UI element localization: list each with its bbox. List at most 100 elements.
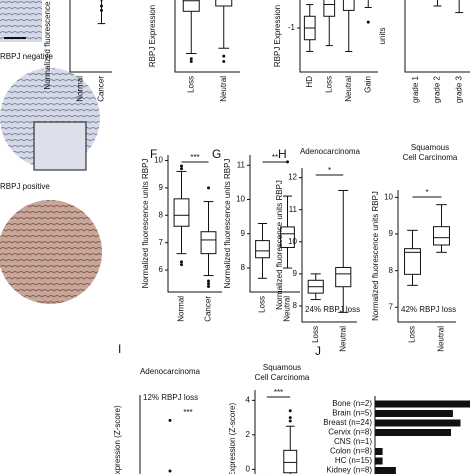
y-axis-label: Normalized fluorescence units RBPJ xyxy=(371,191,380,321)
box xyxy=(323,0,336,17)
outlier xyxy=(180,167,183,171)
panel-letter: F xyxy=(150,147,157,161)
category-label: Colon (n=8) xyxy=(330,447,372,456)
axis xyxy=(299,0,378,73)
y-axis-label: RBPJ Expression xyxy=(148,5,157,67)
y-tick-label: 9 xyxy=(389,229,394,238)
x-tick-label: Neutral xyxy=(338,326,347,352)
y-tick-label: 8 xyxy=(159,210,164,219)
y-axis-label: Normalized fluorescence units RBPJ xyxy=(223,159,232,289)
x-tick-label: Cancer xyxy=(97,76,106,102)
x-tick-label: Neutral xyxy=(283,296,292,322)
category-label: Brain (n=5) xyxy=(332,409,372,418)
outlier xyxy=(180,164,183,168)
box xyxy=(433,226,450,246)
y-tick-label: 2 xyxy=(246,430,251,439)
outlier xyxy=(207,282,210,286)
axis xyxy=(254,390,256,474)
y-tick-label: 7 xyxy=(389,302,394,311)
panel-letter: I xyxy=(118,342,121,356)
y-tick-label: 10 xyxy=(236,195,245,204)
y-tick-label: 8 xyxy=(389,266,394,275)
panel-title: Adenocarcinoma xyxy=(140,367,201,376)
y-tick-label: 10 xyxy=(154,156,163,165)
outlier xyxy=(207,279,210,283)
y-axis-label: Normalized fluorescence units xyxy=(43,0,52,90)
y-tick-label: 7 xyxy=(159,238,164,247)
y-axis-label: Normalized fluorescence units RBPJ xyxy=(275,180,284,310)
box xyxy=(255,240,270,259)
category-label: HC (n=15) xyxy=(335,456,372,465)
panel-title: Adenocarcinoma xyxy=(300,147,361,156)
panel-title: Squamous Cell Carcinoma xyxy=(255,363,310,382)
panel-title: Squamous Cell Carcinoma xyxy=(403,143,458,162)
bar xyxy=(375,467,396,474)
bar xyxy=(375,429,451,436)
box xyxy=(182,0,200,12)
box xyxy=(200,231,217,255)
panel-letter: H xyxy=(278,147,287,161)
outlier xyxy=(180,263,183,267)
significance: *** xyxy=(183,408,192,417)
outlier xyxy=(100,4,103,8)
box xyxy=(404,248,421,275)
y-tick-label: 11 xyxy=(289,205,298,214)
y-tick-label: 4 xyxy=(246,395,251,404)
x-tick-label: Neutral xyxy=(437,326,446,352)
outlier xyxy=(207,186,210,190)
x-tick-label: Neutral xyxy=(344,76,353,102)
image-label: RBPJ negative xyxy=(0,52,53,61)
panel-letter: J xyxy=(315,344,321,358)
y-tick-label: 8 xyxy=(293,301,298,310)
x-tick-label: Gain xyxy=(363,76,372,93)
x-tick-label: grade 3 xyxy=(454,75,463,103)
category-label: Bone (n=2) xyxy=(332,399,372,408)
outlier xyxy=(168,469,172,473)
axis xyxy=(139,395,141,474)
outlier xyxy=(366,20,370,24)
y-axis-label: RBPJ Expression xyxy=(273,5,282,67)
outlier xyxy=(288,416,292,420)
y-tick-label: 9 xyxy=(241,229,246,238)
outlier xyxy=(207,285,210,289)
axis xyxy=(167,155,222,293)
bar xyxy=(375,457,383,465)
outlier xyxy=(222,59,226,63)
inset-image xyxy=(33,121,87,171)
outlier xyxy=(288,419,292,423)
outlier xyxy=(100,8,103,12)
x-tick-label: Loss xyxy=(324,76,333,93)
x-tick-label: Cancer xyxy=(204,296,213,322)
y-tick-label: 12 xyxy=(288,173,297,182)
significance: *** xyxy=(190,153,199,162)
x-tick-label: Loss xyxy=(408,326,417,343)
x-tick-label: Loss xyxy=(258,296,267,313)
axis xyxy=(174,0,240,73)
x-tick-label: Normal xyxy=(177,296,186,322)
y-tick-label: 9 xyxy=(293,269,298,278)
panel-letter: G xyxy=(212,147,221,161)
significance: *** xyxy=(274,388,283,397)
category-label: Kidney (n=8) xyxy=(326,466,372,474)
note: 24% RBPJ loss xyxy=(305,305,360,314)
y-tick-label: 10 xyxy=(288,237,297,246)
y-axis-label: units xyxy=(378,28,387,45)
outlier xyxy=(189,59,193,63)
y-tick-label: 0 xyxy=(246,464,251,473)
outlier xyxy=(180,260,183,264)
box xyxy=(280,226,295,248)
x-tick-label: Neutral xyxy=(219,76,228,102)
axis xyxy=(69,0,112,73)
axis xyxy=(301,168,357,323)
x-tick-label: Normal xyxy=(76,76,85,102)
x-tick-label: Loss xyxy=(311,326,320,343)
y-tick-label: 6 xyxy=(159,265,164,274)
y-tick-label: 9 xyxy=(159,183,164,192)
outlier xyxy=(288,409,292,413)
y-tick-label: 8 xyxy=(241,263,246,272)
outlier xyxy=(168,418,172,422)
outlier xyxy=(100,0,103,1)
tissue-image xyxy=(0,200,102,304)
tissue-image xyxy=(0,0,42,42)
